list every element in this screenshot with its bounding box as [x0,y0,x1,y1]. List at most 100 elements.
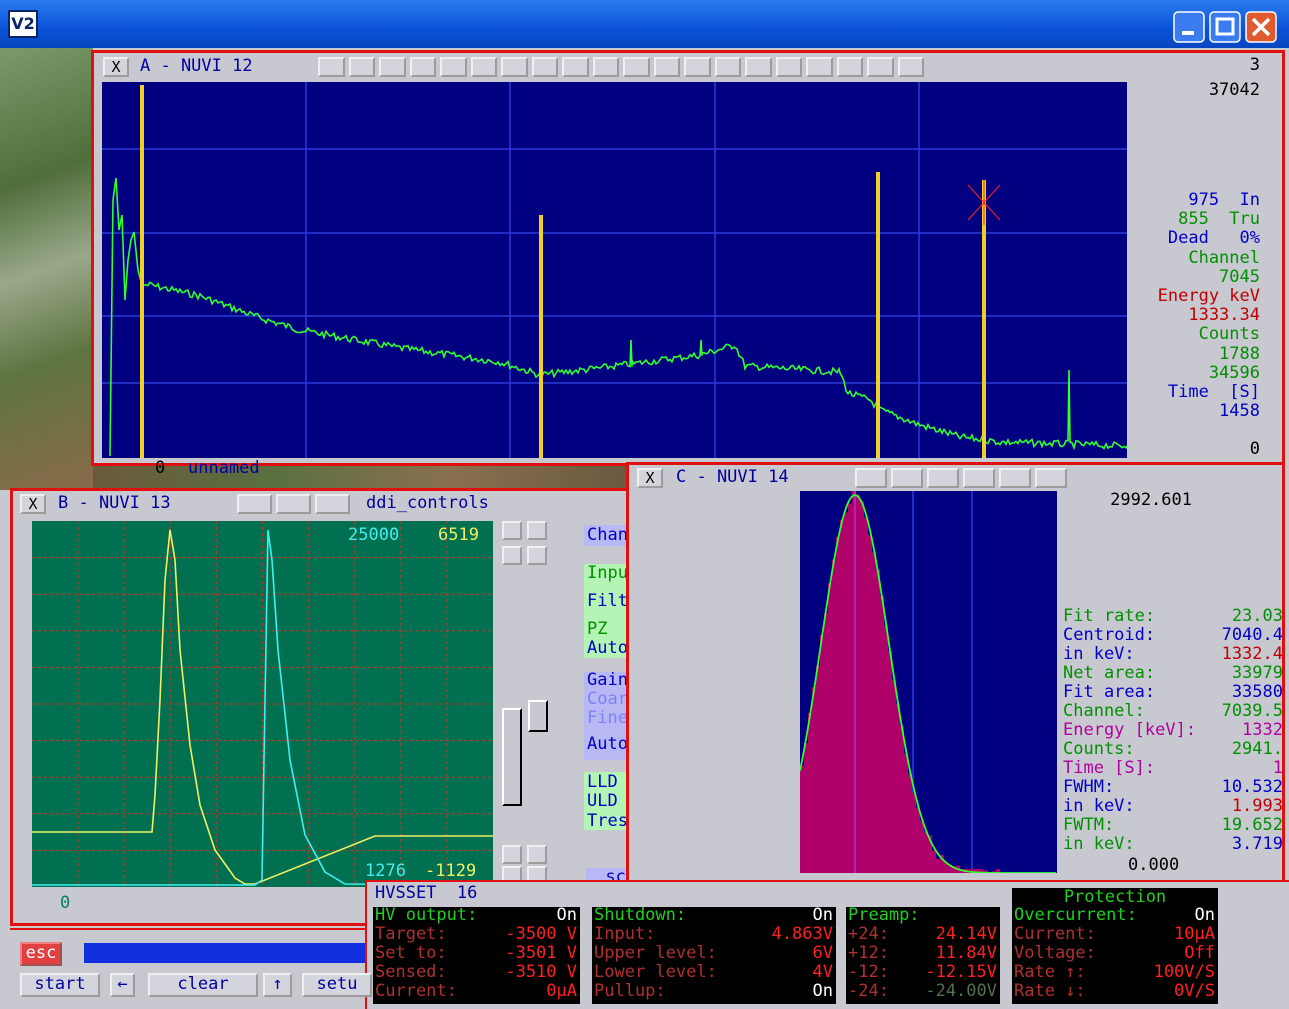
hv-value: 11.84V [935,943,997,963]
toolbar-icon[interactable] [237,494,272,514]
close-button[interactable]: X [103,57,129,77]
toolbar-icon[interactable] [315,494,350,514]
label: +24: [848,924,889,944]
label: in keV: [1063,834,1135,854]
histogram-bin [952,866,956,873]
pulse-yellow [32,529,493,885]
slider-thumb[interactable] [528,700,548,732]
toolbar-icon[interactable] [348,57,375,77]
hv-value: 4V [812,962,833,982]
toolbar-icon[interactable] [276,494,311,514]
scroll-button[interactable] [527,845,547,864]
label: Net area: [1063,663,1156,683]
histogram-bin [972,868,976,873]
peak-marker [140,85,144,458]
toolbar-icon[interactable] [775,57,802,77]
window-buttons[interactable] [1170,10,1282,44]
scroll-button[interactable] [527,546,547,565]
histogram-bin [872,552,876,873]
peak-marker [982,180,986,458]
toolbar-icon[interactable] [963,468,995,488]
histogram-bin [804,743,808,873]
scroll-button[interactable] [502,521,522,540]
toolbar-icon[interactable] [501,57,528,77]
hv-box [592,907,836,1004]
histogram-bin [904,753,908,873]
pulse-plot-b [32,521,493,887]
label: 10.532 [1221,778,1283,797]
fit-curve [800,494,1056,873]
toolbar-icon[interactable] [684,57,711,77]
toolbar-icon[interactable] [806,57,833,77]
label: Energy keV [1157,286,1260,306]
label: 19.652 [1221,816,1283,835]
toolbar-icon[interactable] [867,57,894,77]
toolbar-icon[interactable] [836,57,863,77]
toolbar-icon[interactable] [470,57,497,77]
hv-value: -3501 V [505,943,577,963]
label: 0.000 [1128,855,1180,875]
label: in keV: [1063,796,1135,816]
spectrum-plot-a [102,82,1127,458]
scroll-button[interactable] [527,521,547,540]
toolbar-icon[interactable] [592,57,619,77]
toolbar-icon[interactable] [318,57,345,77]
toolbar-icon[interactable] [379,57,406,77]
esc-button[interactable]: esc [20,942,62,966]
histogram-bin [984,870,988,873]
button[interactable]: start [20,973,100,997]
scroll-button[interactable] [502,845,522,864]
button[interactable]: ← [110,973,135,997]
hv-value: On [556,905,577,925]
scroll-button[interactable] [502,546,522,565]
label: 3 [1249,55,1260,75]
button[interactable]: ↑ [263,973,292,997]
toolbar-icon[interactable] [531,57,558,77]
label: 2941. [1231,740,1283,759]
label: 2992.601 [1110,490,1192,510]
label: 7040.4 [1221,626,1283,645]
toolbar-icon[interactable] [653,57,680,77]
label: 6519 [438,525,479,545]
histogram-bin [896,703,900,873]
toolbar-icon[interactable] [562,57,589,77]
hv-value: 6V [812,943,833,963]
toolbar-icon[interactable] [897,57,924,77]
close-button[interactable]: X [20,494,46,514]
hv-box [846,907,1000,1004]
label: Counts: [1063,739,1135,759]
button[interactable]: setu [302,973,372,997]
button[interactable]: clear [148,973,258,997]
label: Time [S] [1167,382,1260,402]
trees-background [0,48,93,490]
fit-plot-c [800,491,1057,873]
label: +12: [848,943,889,963]
label: 1.993 [1231,797,1283,816]
hv-value: -12.15V [925,962,997,982]
toolbar-icon[interactable] [891,468,923,488]
histogram-bin [844,512,848,873]
hv-box [373,907,580,1004]
label: 1276 [365,861,406,881]
histogram-bin [864,517,868,873]
histogram-bin [932,850,936,873]
plot-bg [102,82,1127,458]
label: B - NUVI 13 [58,493,171,513]
toolbar-icon[interactable] [1035,468,1067,488]
label: 0 [155,458,166,478]
toolbar-icon[interactable] [927,468,959,488]
toolbar-icon[interactable] [409,57,436,77]
toolbar-icon[interactable] [623,57,650,77]
close-button[interactable]: X [637,468,663,488]
toolbar-icon[interactable] [714,57,741,77]
label: FWHM: [1063,777,1115,797]
label: Upper level: [594,943,717,963]
toolbar-icon[interactable] [440,57,467,77]
histogram-bin [924,831,928,873]
label: 1 [1272,759,1283,778]
toolbar-icon[interactable] [855,468,887,488]
histogram-bin [832,559,836,873]
toolbar-icon[interactable] [745,57,772,77]
toolbar-icon[interactable] [999,468,1031,488]
label: -1129 [425,861,477,881]
